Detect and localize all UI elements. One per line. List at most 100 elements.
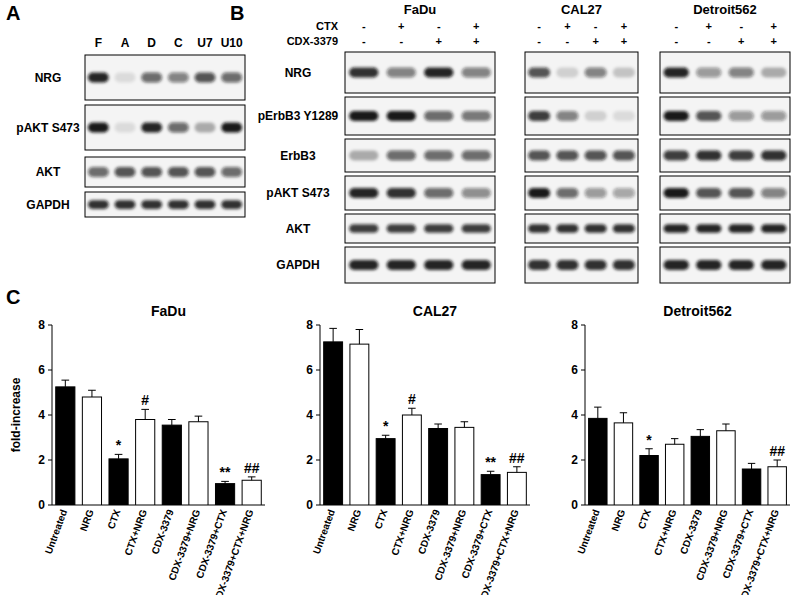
blot-row: [660, 52, 790, 93]
blot-frame: [660, 176, 790, 210]
treatment-sign: +: [473, 20, 479, 32]
bar-chart: Detroit56202468UntreatedNRGCTXCTX+NRGCDX…: [571, 303, 790, 595]
blot-band: [462, 68, 491, 78]
error-bar: [408, 408, 416, 415]
blot-row: [660, 97, 790, 135]
blot-band: [528, 188, 550, 198]
bar: [324, 342, 343, 505]
error-bar: [487, 471, 495, 474]
blot-band: [195, 123, 216, 133]
bar: [350, 344, 369, 505]
blot-band: [585, 111, 607, 121]
blot-band: [88, 123, 109, 133]
blot-row: [525, 97, 638, 135]
error-bar: [195, 416, 203, 422]
chart-title: FaDu: [151, 303, 186, 319]
blot-frame: [85, 55, 245, 100]
row-label: GAPDH: [26, 198, 69, 212]
error-bar: [594, 407, 601, 418]
blot-band: [115, 123, 136, 133]
error-cap: [620, 412, 627, 413]
y-tick-label: 8: [38, 318, 45, 332]
error-line: [777, 460, 778, 467]
blot-band: [729, 188, 754, 198]
panel-label: B: [230, 2, 244, 24]
blot-band: [528, 260, 550, 270]
error-line: [385, 435, 386, 438]
y-tick-label: 6: [571, 363, 578, 377]
blot-band: [761, 151, 786, 161]
blot-row: [85, 157, 245, 187]
error-line: [700, 430, 701, 437]
x-tick-label: Untreated: [43, 508, 69, 556]
bar: [136, 420, 155, 506]
y-tick: [581, 505, 585, 506]
error-line: [490, 471, 491, 474]
chart-title: CAL27: [413, 303, 458, 319]
blot-frame: [660, 247, 790, 283]
blot-band: [141, 123, 162, 133]
error-cap: [356, 329, 364, 330]
error-bar: [329, 328, 337, 342]
blot-band: [729, 68, 754, 78]
blot-band: [729, 224, 754, 233]
blot-band: [349, 224, 378, 233]
error-cap: [61, 380, 69, 381]
error-line: [91, 390, 92, 397]
blot-band: [424, 68, 453, 78]
blot-band: [221, 200, 242, 209]
blot-band: [349, 111, 378, 121]
blot-band: [761, 68, 786, 78]
blot-band: [387, 68, 416, 78]
blot-band: [556, 224, 578, 233]
error-cap: [195, 416, 203, 417]
blot-band: [664, 151, 689, 161]
bar: [429, 429, 448, 506]
blot-row: [660, 247, 790, 283]
error-bar: [61, 380, 69, 387]
error-bar: [748, 463, 755, 469]
y-axis-label: fold-increase: [9, 377, 23, 452]
significance-annotation: *: [383, 418, 389, 434]
treatment-sign: -: [399, 35, 403, 47]
y-tick-label: 4: [306, 408, 313, 422]
group-title: Detroit562: [693, 2, 757, 17]
treatment-sign: -: [674, 20, 678, 32]
error-cap: [115, 454, 123, 455]
error-bar: [356, 330, 364, 345]
error-cap: [697, 429, 704, 430]
error-bar: [141, 409, 149, 419]
bar: [242, 480, 261, 505]
y-tick-label: 8: [571, 318, 578, 332]
blot-band: [462, 188, 491, 198]
blot-band: [424, 224, 453, 233]
blot-frame: [345, 139, 495, 172]
error-line: [597, 407, 598, 418]
error-line: [171, 420, 172, 426]
lane-label: U10: [221, 36, 243, 50]
blot-row: [660, 176, 790, 210]
blot-frame: [525, 52, 638, 93]
blot-frame: [525, 97, 638, 135]
blot-row: [85, 55, 245, 100]
error-cap: [408, 408, 416, 409]
error-line: [516, 467, 517, 473]
y-tick-label: 4: [38, 408, 45, 422]
error-bar: [88, 390, 96, 397]
blot-band: [221, 167, 242, 177]
x-tick-label: CTX: [636, 508, 653, 531]
row-label: GAPDH: [276, 258, 319, 272]
error-line: [251, 477, 252, 480]
y-tick-label: 0: [571, 498, 578, 512]
blot-band: [729, 151, 754, 161]
blot-row: [660, 214, 790, 243]
y-tick: [316, 370, 320, 371]
bar: [665, 444, 683, 505]
blot-frame: [345, 176, 495, 210]
error-bar: [221, 481, 229, 483]
blot-band: [195, 167, 216, 177]
treatment-label: CDX-3379: [287, 35, 338, 47]
blot-band: [462, 224, 491, 233]
bar: [691, 436, 709, 505]
lane-label: D: [147, 36, 156, 50]
